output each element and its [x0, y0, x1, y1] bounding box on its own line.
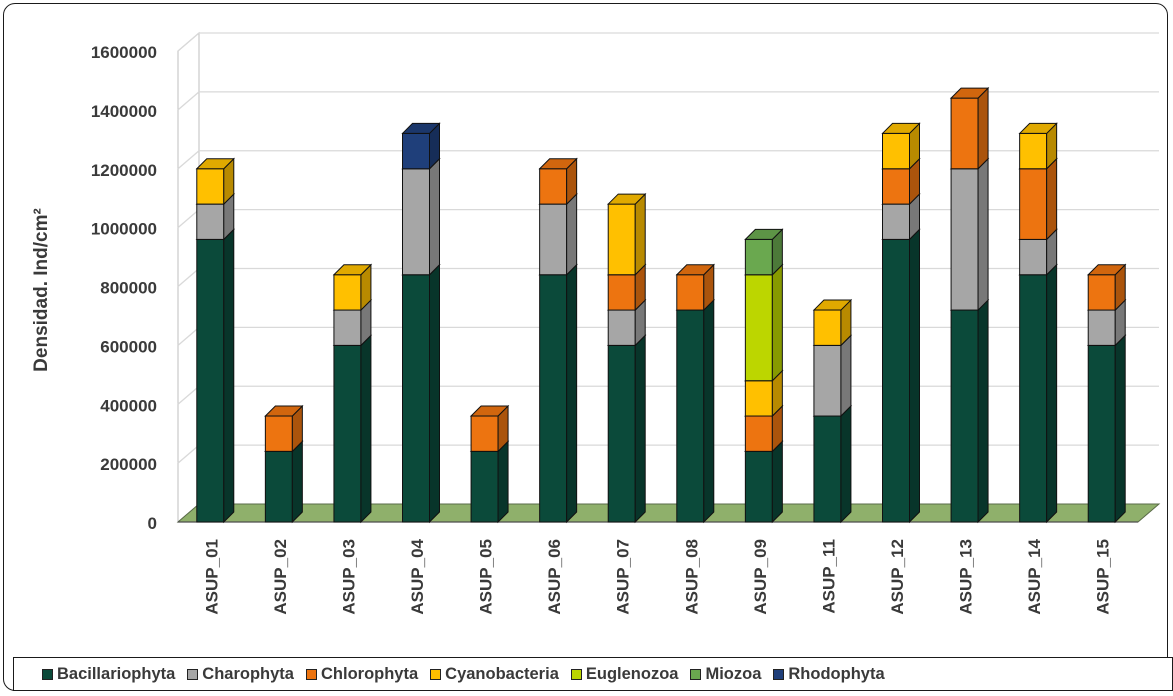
- x-tick-label: ASUP_04: [408, 538, 427, 614]
- bar-segment: [675, 263, 715, 312]
- bar-segment: [949, 157, 990, 312]
- y-axis-label: Densidad. Ind/cm²: [31, 208, 52, 372]
- bar-segment: [401, 122, 441, 170]
- gridline: [177, 91, 200, 111]
- legend-label: Rhodophyta: [788, 664, 885, 683]
- bar-segment: [469, 440, 510, 524]
- legend-label: Charophyta: [202, 664, 294, 683]
- x-tick-label: ASUP_05: [477, 539, 496, 615]
- legend-item: Bacillariophyta: [42, 665, 175, 684]
- y-tick-label: 1000000: [91, 220, 157, 239]
- legend-item: Cyanobacteria: [430, 665, 559, 684]
- chart-bars: [195, 86, 1127, 524]
- gridline: [177, 32, 200, 52]
- bar-segment: [469, 404, 510, 453]
- x-tick-label: ASUP_15: [1094, 539, 1113, 615]
- legend-swatch: [570, 668, 582, 680]
- bar-segment: [401, 157, 441, 276]
- y-tick-label: 800000: [100, 279, 157, 298]
- chart-floor: [176, 503, 1161, 523]
- legend-item: Euglenozoa: [570, 664, 679, 684]
- bar-segment: [1087, 334, 1127, 524]
- y-tick-label: 1400000: [91, 102, 157, 121]
- bar-segment: [812, 404, 853, 524]
- x-tick-label: ASUP_03: [339, 539, 358, 615]
- bar-segment: [538, 263, 578, 524]
- bar-segment: [812, 334, 853, 418]
- gridline: [177, 268, 200, 287]
- y-tick-label: 0: [148, 514, 157, 533]
- legend-label: Miozoa: [705, 664, 762, 683]
- gridline: [177, 326, 200, 346]
- x-tick-label: ASUP_02: [271, 539, 290, 615]
- x-tick-label: ASUP_12: [888, 539, 907, 615]
- legend-label: Cyanobacteria: [445, 664, 559, 683]
- bar-segment: [881, 228, 921, 524]
- y-tick-label: 1200000: [91, 161, 157, 180]
- x-tick-label: ASUP_06: [545, 539, 564, 615]
- legend-item: Rhodophyta: [773, 664, 885, 684]
- bar-segment: [195, 157, 235, 206]
- y-tick-label: 600000: [100, 337, 157, 356]
- bar-segment: [744, 263, 784, 382]
- legend-swatch: [42, 668, 53, 680]
- bar-segment: [607, 334, 647, 524]
- x-tick-label: ASUP_11: [819, 539, 838, 614]
- chart-gridlines: [177, 32, 1159, 464]
- chart-legend: Bacillariophyta Charophyta Chlorophyta Cyan…: [13, 657, 1173, 691]
- gridline: [177, 385, 200, 405]
- gridline: [177, 150, 200, 170]
- x-tick-label: ASUP_01: [202, 539, 221, 615]
- bar-segment: [744, 440, 784, 524]
- gridline: [177, 444, 200, 464]
- legend-swatch: [305, 668, 317, 680]
- legend-label: Bacillariophyta: [57, 664, 176, 683]
- bar-segment: [332, 334, 373, 524]
- bar-segment: [949, 86, 990, 170]
- legend-item: Chlorophyta: [305, 664, 419, 684]
- bar-segment: [675, 298, 715, 524]
- x-tick-label: ASUP_09: [751, 539, 770, 615]
- y-axis-ticks: 0 200000 400000 600000 800000 1000000 1200000 1…: [91, 43, 157, 533]
- bar-segment: [1018, 263, 1058, 524]
- bar-segment: [538, 192, 578, 276]
- bar-segment: [881, 122, 921, 170]
- bar-segment: [744, 228, 784, 276]
- y-tick-label: 400000: [100, 396, 157, 415]
- bar-segment: [332, 263, 373, 312]
- x-tick-label: ASUP_14: [1025, 538, 1044, 614]
- y-tick-label: 1600000: [91, 43, 157, 62]
- x-tick-label: ASUP_13: [957, 539, 976, 615]
- bar-segment: [1018, 122, 1058, 170]
- legend-item: Charophyta: [187, 665, 294, 684]
- x-tick-label: ASUP_08: [682, 539, 701, 615]
- bar-segment: [1087, 263, 1127, 312]
- bar-segment: [401, 263, 441, 524]
- bar-segment: [264, 404, 304, 453]
- x-axis-ticks: ASUP_01 ASUP_02 ASUP_03 ASUP_04 ASUP_05 ASUP_…: [202, 538, 1112, 614]
- legend-label: Euglenozoa: [585, 664, 679, 683]
- legend-item: Miozoa: [690, 665, 761, 684]
- legend-swatch: [690, 668, 702, 680]
- bar-segment: [538, 157, 578, 206]
- legend-swatch: [187, 668, 199, 680]
- legend-swatch: [773, 668, 785, 680]
- y-tick-label: 200000: [100, 455, 157, 474]
- gridline: [177, 209, 200, 229]
- bar-segment: [812, 298, 853, 347]
- legend-swatch: [430, 668, 442, 680]
- bar-segment: [1018, 157, 1058, 241]
- bar-segment: [949, 298, 990, 524]
- legend-label: Chlorophyta: [320, 664, 419, 683]
- bar-segment: [195, 228, 235, 524]
- x-tick-label: ASUP_07: [614, 539, 633, 615]
- bar-segment: [607, 192, 647, 276]
- bar-segment: [264, 440, 304, 524]
- chart-floor-plane: [176, 503, 1161, 523]
